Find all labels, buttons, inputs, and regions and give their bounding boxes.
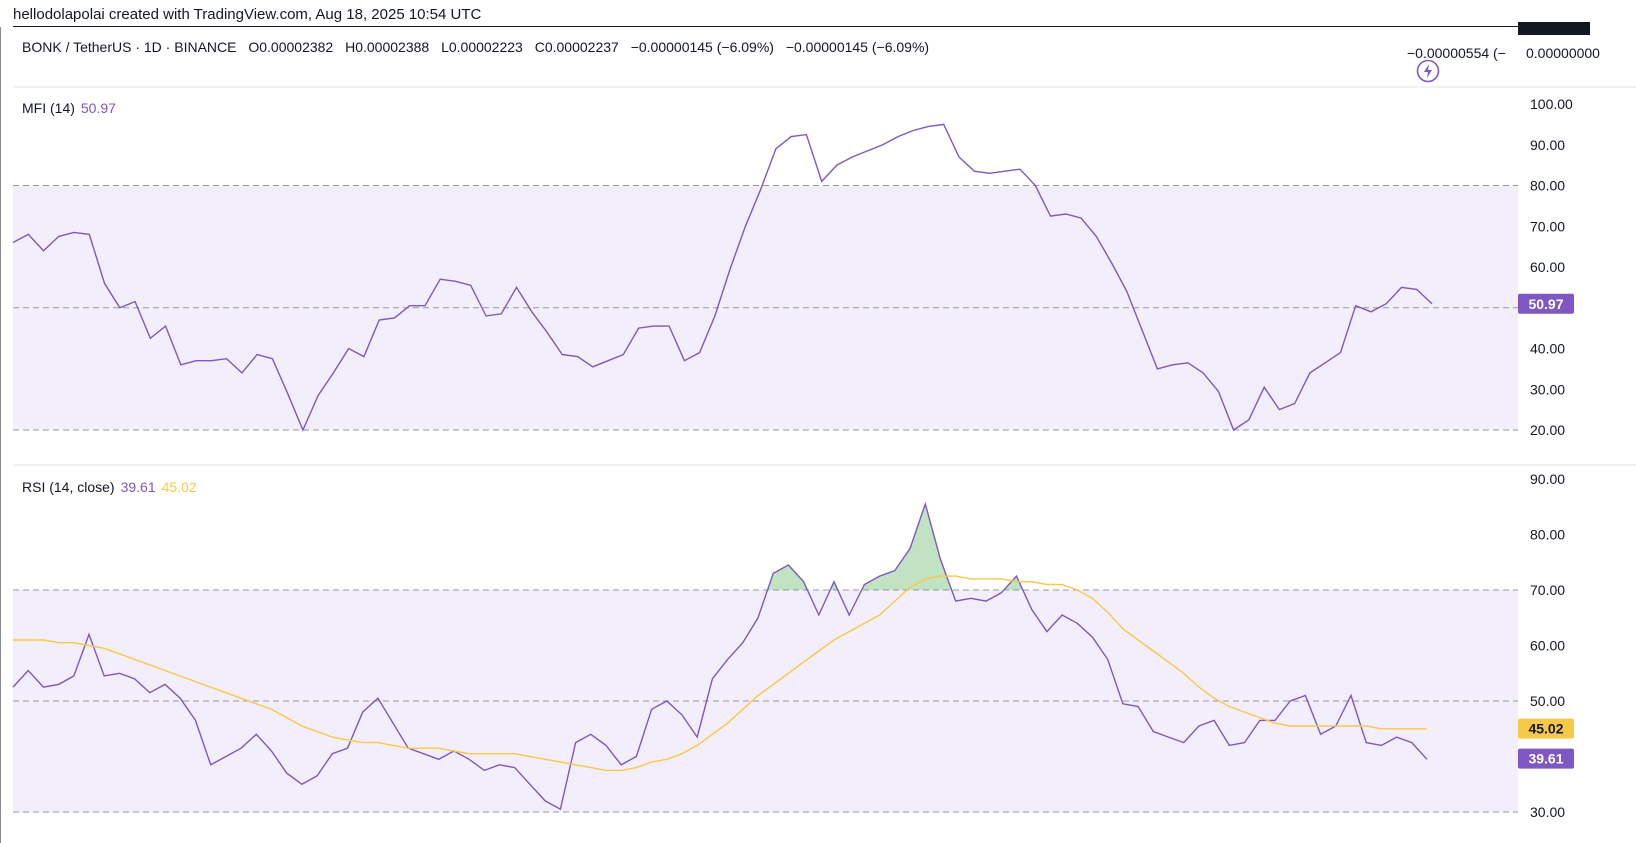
rsi-ytick-label: 70.00 xyxy=(1530,582,1565,598)
price-change-right: −0.00000554 (− xyxy=(1407,45,1506,61)
rsi-line xyxy=(12,501,1428,811)
mfi-value: 50.97 xyxy=(80,100,116,116)
mfi-value-badge xyxy=(1518,293,1574,314)
price-scale-value: 0.00000000 xyxy=(1526,45,1600,61)
price-badge-cropped xyxy=(1518,22,1590,35)
rsi-overbought-fill xyxy=(910,503,926,590)
rsi-value-badge-text: 39.61 xyxy=(1528,751,1563,767)
rsi-ytick-label: 60.00 xyxy=(1530,638,1565,654)
rsi-ma-value-badge-text: 45.02 xyxy=(1528,721,1563,737)
mfi-ytick-label: 60.00 xyxy=(1530,259,1565,275)
symbol-title[interactable]: BONK / TetherUS · 1D · BINANCE xyxy=(22,39,237,55)
rsi-value: 39.61 xyxy=(120,479,156,495)
open-value: O0.00002382 xyxy=(248,39,334,55)
rsi-overbought-fill xyxy=(925,503,941,590)
rsi-overbought-fill xyxy=(894,548,911,590)
rsi-overbought-fill xyxy=(864,576,880,590)
rsi-ytick-label: 30.00 xyxy=(1530,804,1565,820)
symbol-legend: BONK / TetherUS · 1D · BINANCE O0.000023… xyxy=(22,39,937,55)
mfi-ytick-label: 100.00 xyxy=(1530,96,1573,112)
mfi-value-badge-text: 50.97 xyxy=(1528,296,1563,312)
attribution-text: hellodolapolai created with TradingView.… xyxy=(13,6,482,23)
high-value: H0.00002388 xyxy=(345,39,430,55)
mfi-title: MFI (14) xyxy=(22,100,75,116)
rsi-legend[interactable]: RSI (14, close) 39.61 45.02 xyxy=(22,479,197,495)
rsi-value-badge xyxy=(1518,748,1574,769)
rsi-ma-line xyxy=(13,575,1427,772)
lightning-bolt-icon[interactable] xyxy=(1416,59,1440,83)
rsi-ma-value: 45.02 xyxy=(161,479,197,495)
mfi-ytick-label: 40.00 xyxy=(1530,341,1565,357)
top-rule xyxy=(13,26,1590,27)
change-value: −0.00000145 (−6.09%) xyxy=(630,39,774,55)
close-value: C0.00002237 xyxy=(534,39,619,55)
rsi-ma-value-badge xyxy=(1518,718,1574,739)
rsi-title: RSI (14, close) xyxy=(22,479,115,495)
mfi-ytick-label: 30.00 xyxy=(1530,381,1565,397)
mfi-ytick-label: 20.00 xyxy=(1530,422,1565,438)
rsi-ytick-label: 90.00 xyxy=(1530,471,1565,487)
mfi-line xyxy=(12,123,1433,432)
mfi-ytick-label: 80.00 xyxy=(1530,178,1565,194)
mfi-ytick-label: 90.00 xyxy=(1530,137,1565,153)
rsi-ytick-label: 50.00 xyxy=(1530,693,1565,709)
low-value: L0.00002223 xyxy=(441,39,523,55)
mfi-ytick-label: 70.00 xyxy=(1530,218,1565,234)
mfi-legend[interactable]: MFI (14) 50.97 xyxy=(22,100,116,116)
change-value-secondary: −0.00000145 (−6.09%) xyxy=(785,39,930,55)
rsi-ytick-label: 80.00 xyxy=(1530,527,1565,543)
rsi-overbought-fill xyxy=(788,565,804,590)
